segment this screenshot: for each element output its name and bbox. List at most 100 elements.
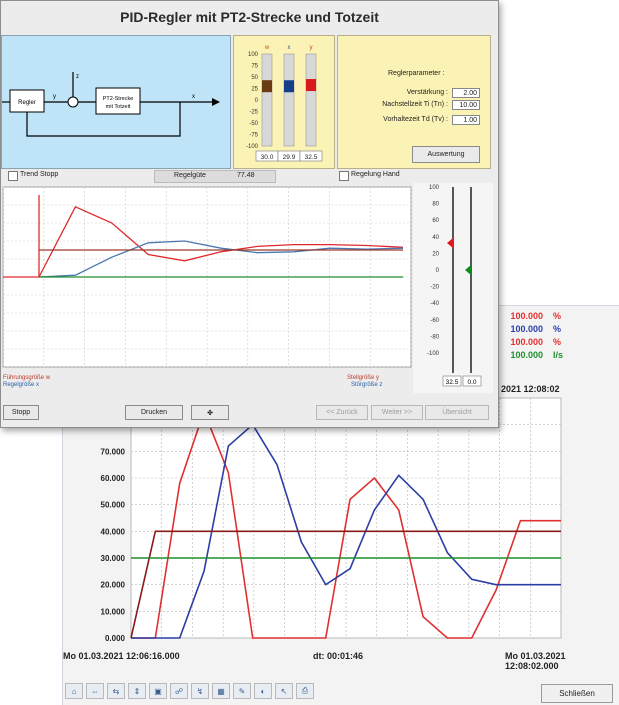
simulation-chart[interactable]: [1, 183, 413, 373]
home-icon[interactable]: ⌂: [65, 683, 83, 699]
value-unit: %: [553, 337, 562, 347]
time-delta: dt: 00:01:46: [313, 651, 364, 661]
regler-label: Regler: [18, 100, 36, 106]
series-line-2: [130, 530, 561, 639]
binoculars-icon[interactable]: ☍: [170, 683, 188, 699]
scale-tick-label: 40: [432, 235, 439, 241]
scale-tick-label: 80: [432, 202, 439, 208]
window-title: PID-Regler mit PT2-Strecke und Totzeit: [120, 9, 379, 25]
legend-disturbance: Störgröße z: [351, 382, 383, 388]
close-button[interactable]: Schließen: [541, 684, 613, 703]
y-tick-label: 20.000: [101, 581, 126, 590]
bar-header: x: [288, 45, 291, 51]
quality-label: Regelgüte: [174, 172, 206, 179]
status-row: Trend Stopp Regelgüte 77.48 Regelung Han…: [1, 169, 498, 183]
bar-tick-label: 75: [251, 64, 258, 70]
y-tick-label: 50.000: [101, 501, 126, 510]
value-unit: l/s: [553, 350, 564, 360]
trend-stop-checkbox[interactable]: [8, 171, 18, 181]
value-unit: %: [553, 324, 562, 334]
bar-tick-label: -100: [246, 144, 259, 150]
scale-tick-label: -20: [430, 285, 439, 291]
y-tick-label: 30.000: [101, 554, 126, 563]
quality-display: Regelgüte 77.48: [154, 170, 276, 183]
signal-x-label: x: [192, 94, 195, 100]
block-diagram: Regler y z PT2-Strecke mit Totzeit x: [2, 72, 220, 137]
bar-tick-label: -75: [249, 133, 258, 139]
bar-track: [283, 53, 295, 147]
series-line-1: [131, 423, 561, 639]
back-button[interactable]: << Zurück: [316, 405, 368, 420]
trend-stop-label: Trend Stopp: [20, 171, 59, 178]
zoom-y-icon[interactable]: ⇕: [128, 683, 146, 699]
controller-parameters: Reglerparameter : Verstärkung : 2.00 Nac…: [337, 35, 491, 169]
settings-icon-button[interactable]: ✤: [191, 405, 229, 420]
scale-icon[interactable]: ⇔: [86, 683, 104, 699]
scale-tick-label: 20: [432, 251, 439, 257]
value-unit: %: [553, 311, 562, 321]
legend-setpoint: Führungsgröße w: [3, 375, 51, 381]
y-tick-label: 40.000: [101, 527, 126, 536]
pointer-icon[interactable]: ↖: [275, 683, 293, 699]
grid-icon[interactable]: ▦: [212, 683, 230, 699]
params-heading: Reglerparameter :: [388, 70, 445, 77]
td-field[interactable]: 1.00: [452, 115, 480, 125]
time-start: Mo 01.03.2021 12:06:16.000: [63, 651, 180, 661]
overview-button[interactable]: Übersicht: [425, 405, 489, 420]
disturbance-value: 0.0: [467, 379, 476, 386]
control-loop-diagram: Regler y z PT2-Strecke mit Totzeit x: [1, 35, 231, 169]
ti-field[interactable]: 10.00: [452, 100, 480, 110]
next-button[interactable]: Weiter >>: [371, 405, 423, 420]
time-end: Mo 01.03.2021 12:08:02.000: [505, 651, 566, 671]
bar-tick-label: -25: [249, 110, 258, 116]
bargraph-panel: 100 75 50 25 0 -25 -50 -75 -100 w 30.0 x 29.9 y 32.5: [233, 35, 335, 169]
value-row: 100.000 l/s: [497, 349, 617, 362]
pt2-label-2: mit Totzeit: [106, 104, 131, 110]
stop-button[interactable]: Stopp: [3, 405, 39, 420]
bar-header: y: [310, 45, 313, 51]
manual-control-label: Regelung Hand: [351, 171, 400, 178]
gain-field[interactable]: 2.00: [452, 88, 480, 98]
trend-toolbar: ⌂ ⇔ ⇆ ⇕ ▣ ☍ ↯ ▦ ✎ ◐ ↖ ⎙: [65, 683, 314, 699]
marker-icon[interactable]: ✎: [233, 683, 251, 699]
scale-tick-label: 0: [436, 268, 440, 274]
y-tick-label: 0.000: [105, 634, 126, 643]
output-slider-handle[interactable]: [447, 238, 453, 249]
value-row: 100.000%: [497, 323, 617, 336]
scale-tick-label: -40: [430, 301, 439, 307]
time-top-right: 2021 12:08:02: [501, 384, 560, 394]
sim-series-0: [38, 205, 404, 278]
output-value: 32.5: [446, 379, 459, 386]
color-icon[interactable]: ◐: [254, 683, 272, 699]
bar-track: [305, 53, 317, 147]
bar-value: 29.9: [283, 154, 296, 161]
disturbance-slider-handle[interactable]: [465, 265, 471, 275]
gain-label: Verstärkung :: [406, 89, 448, 96]
value-number: 100.000: [510, 311, 543, 321]
bar-tick-label: 25: [251, 87, 258, 93]
bar-indicator: [306, 79, 316, 92]
bar-tick-label: -50: [249, 121, 258, 127]
ti-label: Nachstellzeit Ti (Tn) :: [382, 101, 448, 108]
print-icon[interactable]: ⎙: [296, 683, 314, 699]
sum-junction: [67, 96, 79, 108]
trend-chart[interactable]: 0.000 10.000 20.000 30.000 40.000 50.000 60.00…: [63, 396, 618, 646]
fit-icon[interactable]: ▣: [149, 683, 167, 699]
scale-tick-label: 60: [432, 218, 439, 224]
manual-scale-panel: 100 80 60 40 20 0 -20 -40 -60 -80 -100 32.5 0.0: [413, 183, 493, 393]
sim-series-1: [38, 240, 404, 278]
cursor-icon[interactable]: ↯: [191, 683, 209, 699]
pt2-block: [95, 87, 141, 115]
scale-tick-label: 100: [429, 185, 440, 191]
value-number: 100.000: [510, 324, 543, 334]
print-button[interactable]: Drucken: [125, 405, 183, 420]
scale-tick-label: -100: [427, 351, 440, 357]
zoom-x-icon[interactable]: ⇆: [107, 683, 125, 699]
td-label: Vorhaltezeit Td (Tv) :: [383, 116, 448, 123]
bargraph: 100 75 50 25 0 -25 -50 -75 -100 w 30.0 x 29.9 y 32.5: [246, 45, 323, 162]
bar-indicator: [284, 80, 294, 93]
manual-control-checkbox[interactable]: [339, 171, 349, 181]
evaluation-button[interactable]: Auswertung: [412, 146, 480, 163]
bar-tick-label: 100: [248, 52, 259, 58]
value-number: 100.000: [510, 337, 543, 347]
